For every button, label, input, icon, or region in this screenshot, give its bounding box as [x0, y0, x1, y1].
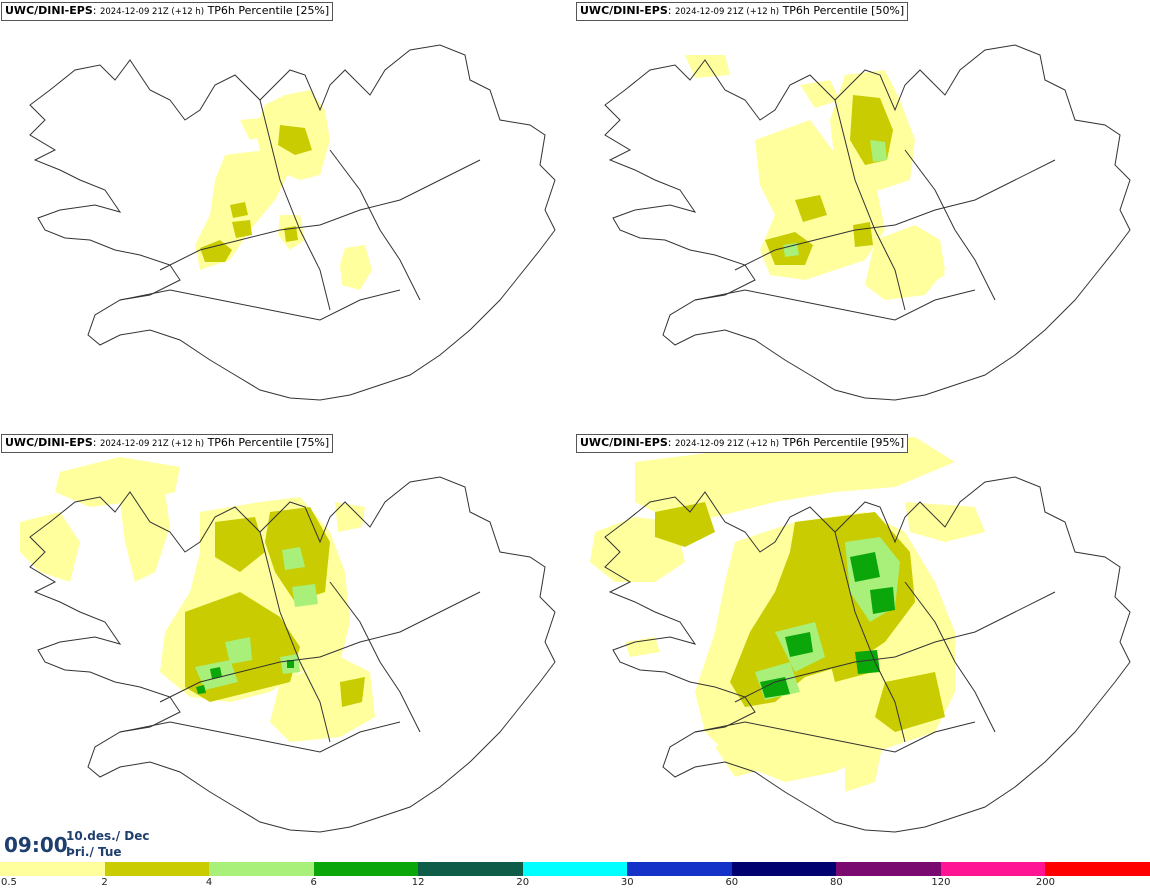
- panel-title: UWC/DINI-EPS: 2024-12-09 21Z (+12 h) TP6…: [576, 2, 909, 21]
- run-time: 2024-12-09 21Z (+12 h): [99, 7, 205, 17]
- precip-map-p95: [590, 437, 1131, 833]
- map-panel-p95: UWC/DINI-EPS: 2024-12-09 21Z (+12 h) TP6…: [575, 432, 1150, 864]
- run-time: 2024-12-09 21Z (+12 h): [99, 439, 205, 449]
- precip-map-p75: [20, 457, 556, 833]
- legend-tick-label: 6: [310, 877, 317, 888]
- legend-swatch: [940, 862, 1046, 876]
- valid-day: Þri./ Tue: [66, 845, 122, 859]
- field-label: TP6h Percentile [95%]: [782, 436, 905, 449]
- legend-tick-label: 200: [1035, 877, 1055, 888]
- field-label: TP6h Percentile [75%]: [207, 436, 330, 449]
- legend-tick-label: 0.5: [1, 877, 17, 888]
- legend-swatch: [836, 862, 942, 876]
- field-label: TP6h Percentile [50%]: [782, 4, 905, 17]
- color-scale-legend: 0.5 2 4 6 12 20 30 60 80 120 200: [0, 862, 1150, 891]
- precip-field: [195, 90, 372, 290]
- precip-map-p25: [29, 44, 556, 401]
- legend-tick-label: 60: [725, 877, 739, 888]
- run-time: 2024-12-09 21Z (+12 h): [674, 7, 780, 17]
- map-panel-p75: UWC/DINI-EPS: 2024-12-09 21Z (+12 h) TP6…: [0, 432, 575, 864]
- model-name: UWC/DINI-EPS: [580, 436, 668, 449]
- iceland-outline: [29, 44, 556, 401]
- panel-title: UWC/DINI-EPS: 2024-12-09 21Z (+12 h) TP6…: [1, 2, 334, 21]
- iceland-outline: [604, 44, 1131, 401]
- legend-swatch: [104, 862, 210, 876]
- legend-tick-label: 12: [411, 877, 425, 888]
- valid-date: 10.des./ Dec: [66, 829, 150, 843]
- panel-title: UWC/DINI-EPS: 2024-12-09 21Z (+12 h) TP6…: [1, 434, 334, 453]
- legend-swatch: [522, 862, 628, 876]
- map-panel-p50: UWC/DINI-EPS: 2024-12-09 21Z (+12 h) TP6…: [575, 0, 1150, 432]
- legend-swatch: [1045, 862, 1150, 876]
- precip-map-p50: [604, 44, 1131, 401]
- model-name: UWC/DINI-EPS: [5, 4, 93, 17]
- legend-tick-label: 20: [516, 877, 530, 888]
- legend-tick-label: 30: [620, 877, 634, 888]
- run-time: 2024-12-09 21Z (+12 h): [674, 439, 780, 449]
- valid-time: 09:00: [4, 833, 68, 857]
- iceland-outline: [29, 476, 556, 833]
- legend-swatch: [418, 862, 524, 876]
- precip-field: [590, 437, 985, 792]
- model-name: UWC/DINI-EPS: [5, 436, 93, 449]
- legend-tick-label: 80: [829, 877, 843, 888]
- legend-swatch: [313, 862, 419, 876]
- precip-field: [685, 55, 945, 300]
- legend-swatch: [731, 862, 837, 876]
- map-panel-p25: UWC/DINI-EPS: 2024-12-09 21Z (+12 h) TP6…: [0, 0, 575, 432]
- legend-tick-label: 120: [931, 877, 951, 888]
- legend-tick-label: 2: [101, 877, 108, 888]
- iceland-outline: [604, 476, 1131, 833]
- field-label: TP6h Percentile [25%]: [207, 4, 330, 17]
- model-name: UWC/DINI-EPS: [580, 4, 668, 17]
- precip-field: [20, 457, 375, 742]
- legend-tick-label: 4: [205, 877, 213, 888]
- legend-swatch: [627, 862, 733, 876]
- legend-swatch: [0, 862, 105, 876]
- panel-title: UWC/DINI-EPS: 2024-12-09 21Z (+12 h) TP6…: [576, 434, 909, 453]
- legend-swatch: [209, 862, 315, 876]
- timestamp-box: [0, 826, 175, 862]
